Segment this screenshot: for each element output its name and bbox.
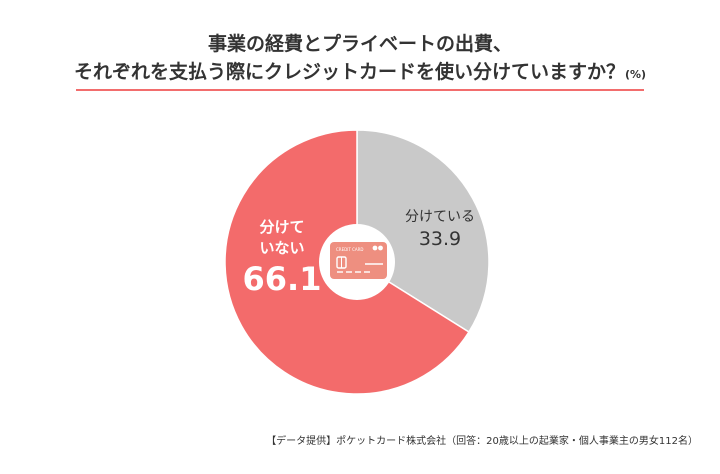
chart-title: 事業の経費とプライベートの出費、 それぞれを支払う際にクレジットカードを使い分け… [0, 30, 720, 89]
card-text: CREDIT CARD [336, 247, 363, 252]
slice-label-not-separate-line2: いない [259, 239, 304, 257]
data-source-note: 【データ提供】ポケットカード株式会社（回答：20歳以上の起業家・個人事業主の男女… [266, 436, 698, 447]
slice-labels: 分けている 33.9 分けて いない 66.1 [243, 209, 475, 298]
slice-label-not-separate-line1: 分けて [259, 218, 304, 236]
title-underline [76, 89, 644, 91]
slice-value-not-separate: 66.1 [243, 260, 322, 298]
slice-value-separate: 33.9 [419, 228, 461, 250]
credit-card-icon: CREDIT CARD [330, 242, 387, 279]
slice-label-separate: 分けている [405, 209, 475, 225]
chart-title-line2: それぞれを支払う際にクレジットカードを使い分けていますか？(%) [0, 58, 720, 89]
chart-title-line2-text: それぞれを支払う際にクレジットカードを使い分けていますか？ [73, 61, 625, 83]
slice-separate [356, 129, 490, 334]
chart-title-line1: 事業の経費とプライベートの出費、 [207, 33, 512, 55]
chart-unit: (%) [624, 68, 647, 81]
